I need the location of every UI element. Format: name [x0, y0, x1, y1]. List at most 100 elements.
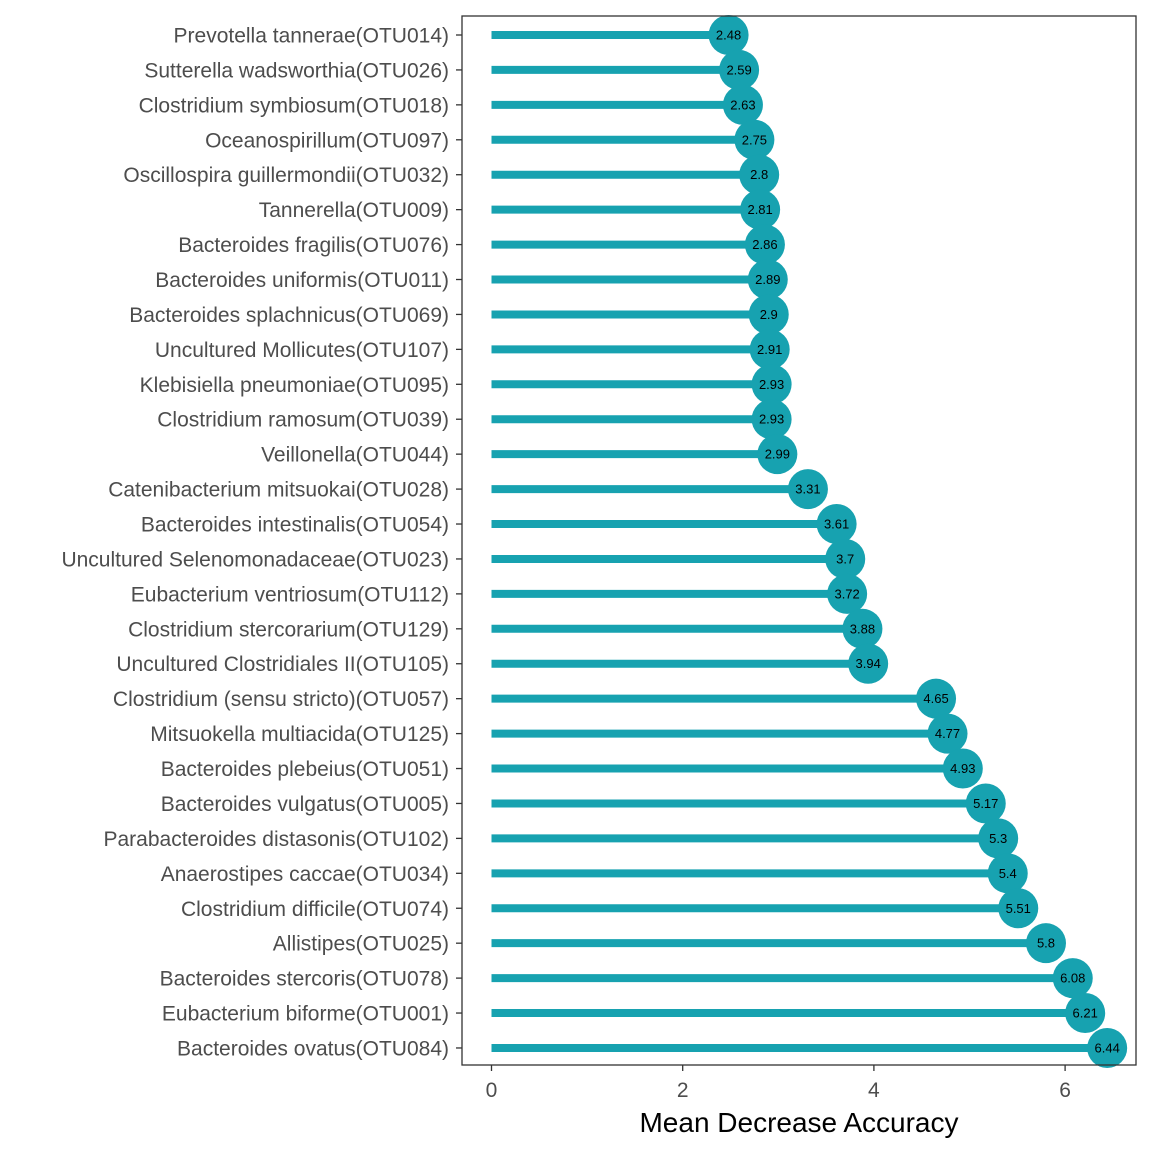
- value-label: 2.86: [752, 237, 777, 252]
- lollipop-point: [787, 469, 828, 510]
- y-tick-label: Bacteroides uniformis(OTU011): [155, 269, 449, 292]
- lollipop-point: [965, 783, 1006, 824]
- y-tick-label: Catenibacterium mitsuokai(OTU028): [108, 479, 449, 502]
- x-tick-label: 2: [677, 1079, 689, 1102]
- value-label: 2.93: [759, 412, 784, 427]
- lollipop-point: [1065, 993, 1106, 1034]
- value-label: 3.72: [834, 586, 859, 601]
- value-label: 2.89: [755, 272, 780, 287]
- lollipop-point: [827, 573, 868, 614]
- value-label: 5.3: [989, 831, 1007, 846]
- lollipop-point: [978, 818, 1019, 859]
- value-label: 5.4: [999, 866, 1017, 881]
- y-tick-label: Allistipes(OTU025): [273, 933, 449, 956]
- value-label: 2.99: [765, 447, 790, 462]
- lollipop-point: [722, 84, 763, 125]
- y-tick-label: Mitsuokella multiacida(OTU125): [150, 723, 449, 746]
- value-label: 2.93: [759, 377, 784, 392]
- value-label: 2.8: [750, 167, 768, 182]
- lollipop-point: [825, 538, 866, 579]
- lollipop-point: [927, 713, 968, 754]
- y-tick-label: Eubacterium biforme(OTU001): [162, 1003, 449, 1026]
- value-label: 3.31: [795, 482, 820, 497]
- y-tick-label: Sutterella wadsworthia(OTU026): [144, 59, 449, 82]
- y-tick-label: Clostridium symbiosum(OTU018): [139, 94, 449, 117]
- lollipop-point: [1087, 1027, 1128, 1068]
- x-tick-label: 6: [1059, 1079, 1071, 1102]
- value-label: 4.65: [923, 691, 948, 706]
- value-label: 4.93: [950, 761, 975, 776]
- lollipop-point: [719, 49, 760, 90]
- value-label: 4.77: [935, 726, 960, 741]
- y-tick-label: Oceanospirillum(OTU097): [205, 129, 449, 152]
- lollipop-point: [751, 364, 792, 405]
- y-tick-label: Uncultured Selenomonadaceae(OTU023): [61, 548, 449, 571]
- lollipop-point: [747, 259, 788, 300]
- y-tick-label: Uncultured Mollicutes(OTU107): [155, 339, 449, 362]
- plot-panel-border: [461, 15, 1137, 1066]
- lollipop-point: [848, 643, 889, 684]
- value-label: 2.63: [730, 97, 755, 112]
- chart-marks: 2.48 2.59 2.63 2.75 2.8 2.81 2.86 2.89 2.9 2.91 2.…: [491, 15, 1128, 1068]
- y-axis: Prevotella tannerae(OTU014) Sutterella wa…: [61, 25, 462, 1060]
- x-axis-title: Mean Decrease Accuracy: [639, 1107, 958, 1138]
- value-label: 6.44: [1095, 1040, 1120, 1055]
- value-label: 2.48: [716, 28, 741, 43]
- y-tick-label: Tannerella(OTU009): [259, 199, 449, 222]
- value-label: 2.81: [747, 202, 772, 217]
- value-label: 3.88: [850, 621, 875, 636]
- y-tick-label: Uncultured Clostridiales II(OTU105): [116, 653, 449, 676]
- y-tick-label: Clostridium (sensu stricto)(OTU057): [113, 688, 449, 711]
- lollipop-point: [739, 154, 780, 195]
- y-tick-label: Bacteroides vulgatus(OTU005): [161, 793, 449, 816]
- value-label: 3.61: [824, 517, 849, 532]
- lollipop-point: [757, 434, 798, 475]
- y-tick-label: Bacteroides intestinalis(OTU054): [141, 514, 449, 537]
- y-tick-label: Bacteroides splachnicus(OTU069): [129, 304, 449, 327]
- value-label: 6.21: [1073, 1006, 1098, 1021]
- value-label: 2.91: [757, 342, 782, 357]
- lollipop-point: [740, 189, 781, 230]
- y-tick-label: Veillonella(OTU044): [261, 444, 449, 467]
- x-axis: 0 2 4 6: [486, 1065, 1071, 1102]
- lollipop-point: [1052, 958, 1093, 999]
- x-tick-label: 0: [486, 1079, 498, 1102]
- value-label: 3.94: [856, 656, 881, 671]
- y-tick-label: Parabacteroides distasonis(OTU102): [104, 828, 450, 851]
- y-tick-label: Oscillospira guillermondii(OTU032): [123, 164, 449, 187]
- lollipop-point: [916, 678, 957, 719]
- y-tick-label: Clostridium difficile(OTU074): [181, 898, 449, 921]
- lollipop-point: [751, 399, 792, 440]
- y-tick-label: Clostridium ramosum(OTU039): [157, 409, 449, 432]
- y-tick-label: Prevotella tannerae(OTU014): [174, 25, 449, 48]
- value-label: 6.08: [1060, 971, 1085, 986]
- lollipop-point: [842, 608, 883, 649]
- value-label: 3.7: [836, 551, 854, 566]
- lollipop-point: [708, 15, 749, 55]
- lollipop-point: [942, 748, 983, 789]
- lollipop-point: [987, 853, 1028, 894]
- y-tick-label: Anaerostipes caccae(OTU034): [161, 863, 449, 886]
- lollipop-point: [744, 224, 785, 265]
- value-label: 5.51: [1006, 901, 1031, 916]
- value-label: 2.59: [726, 62, 751, 77]
- y-tick-label: Clostridium stercorarium(OTU129): [128, 618, 449, 641]
- lollipop-point: [816, 504, 857, 545]
- lollipop-point: [734, 119, 775, 160]
- y-tick-label: Bacteroides fragilis(OTU076): [178, 234, 449, 257]
- lollipop-point: [1025, 923, 1066, 964]
- x-tick-label: 4: [868, 1079, 880, 1102]
- y-tick-label: Klebisiella pneumoniae(OTU095): [140, 374, 449, 397]
- value-label: 5.17: [973, 796, 998, 811]
- value-label: 5.8: [1037, 936, 1055, 951]
- lollipop-point: [749, 329, 790, 370]
- y-tick-label: Eubacterium ventriosum(OTU112): [131, 583, 449, 606]
- value-label: 2.75: [742, 132, 767, 147]
- value-label: 2.9: [760, 307, 778, 322]
- y-tick-label: Bacteroides plebeius(OTU051): [161, 758, 449, 781]
- lollipop-point: [998, 888, 1039, 929]
- y-tick-label: Bacteroides stercoris(OTU078): [160, 968, 449, 991]
- lollipop-point: [748, 294, 789, 335]
